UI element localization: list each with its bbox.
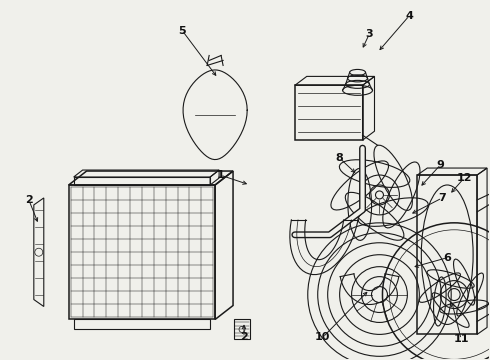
Text: 8: 8 <box>336 153 343 163</box>
Text: 3: 3 <box>366 28 373 39</box>
Text: 9: 9 <box>436 160 444 170</box>
Text: 11: 11 <box>453 334 469 345</box>
Text: 12: 12 <box>456 173 472 183</box>
Text: 6: 6 <box>443 253 451 263</box>
Text: 1: 1 <box>216 170 224 180</box>
Text: 7: 7 <box>439 193 446 203</box>
Text: 10: 10 <box>315 332 330 342</box>
Text: 5: 5 <box>178 26 186 36</box>
Text: 2: 2 <box>25 195 33 205</box>
Text: 2: 2 <box>240 332 248 342</box>
Text: 4: 4 <box>405 11 413 21</box>
